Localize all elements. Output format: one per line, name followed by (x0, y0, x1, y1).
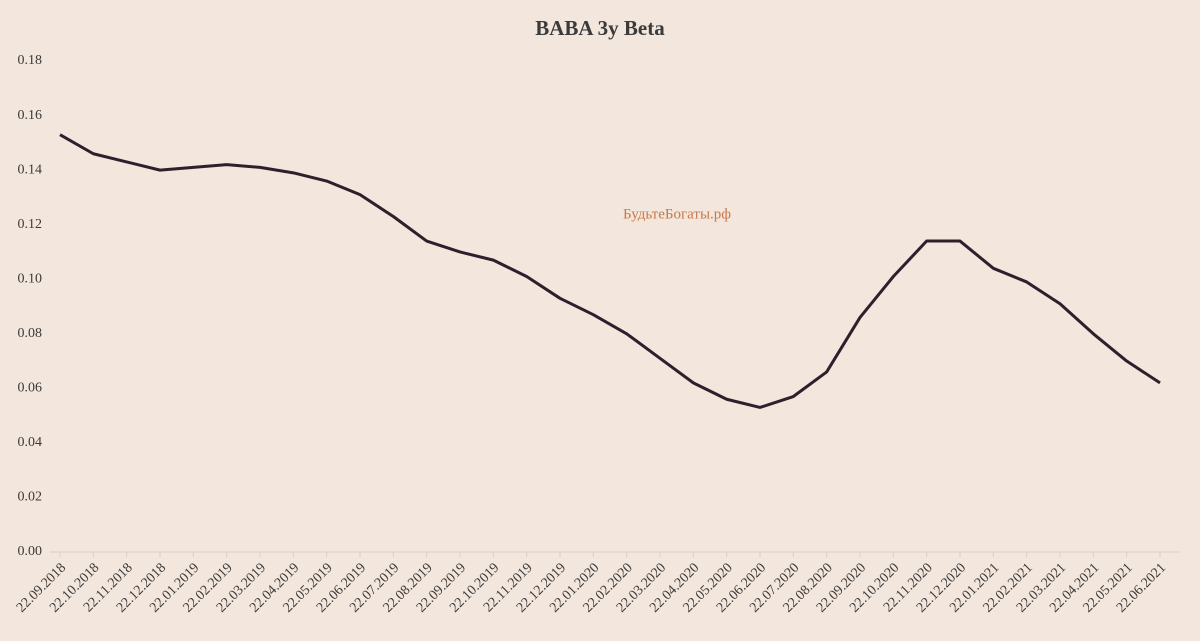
line (59, 133, 1161, 409)
y-tick-label: 0.00 (18, 544, 43, 559)
y-tick-label: 0.14 (18, 162, 43, 177)
y-tick-label: 0.04 (18, 435, 43, 450)
y-tick-label: 0.12 (18, 217, 43, 232)
y-tick-label: 0.08 (18, 326, 43, 341)
y-tick-label: 0.06 (18, 381, 43, 396)
y-tick-label: 0.10 (18, 271, 43, 286)
y-tick-label: 0.16 (18, 108, 43, 123)
y-tick-label: 0.18 (18, 53, 43, 68)
watermark: БудьтеБогаты.рф (623, 206, 731, 222)
chart-title: BABA 3y Beta (535, 16, 665, 40)
y-tick-label: 0.02 (18, 490, 43, 505)
